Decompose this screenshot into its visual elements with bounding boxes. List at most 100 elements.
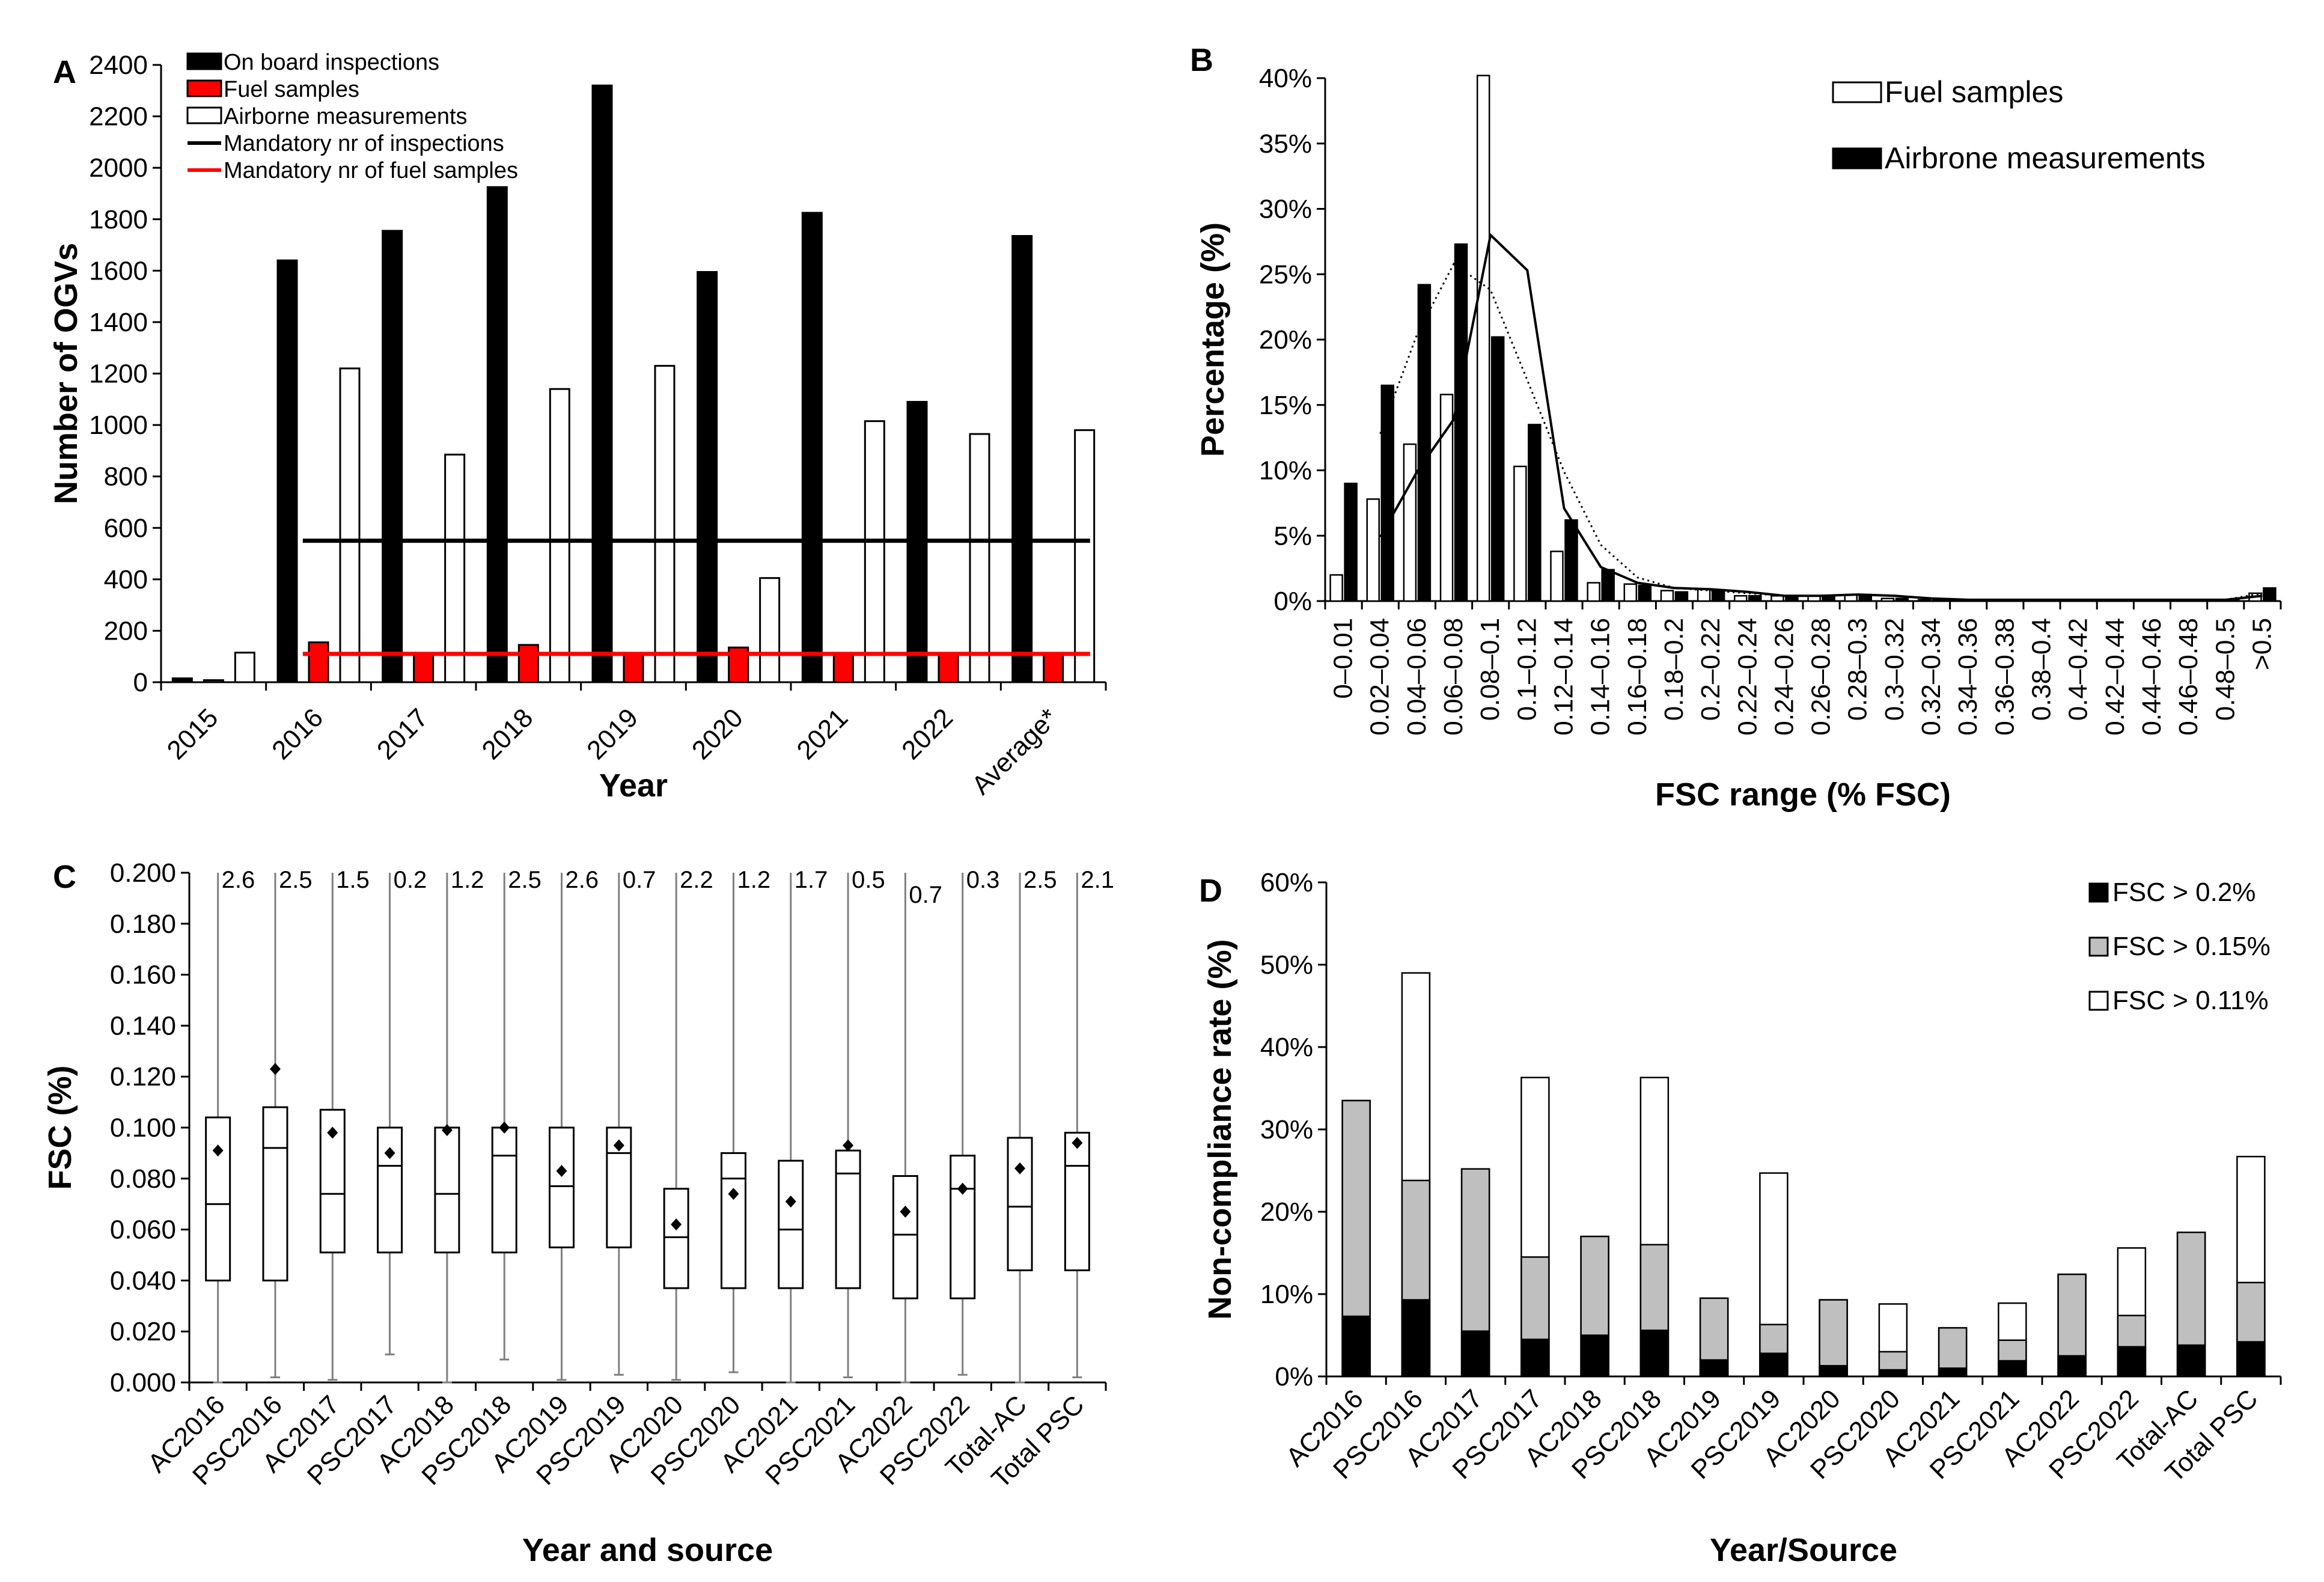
box-mean-marker [613,1139,624,1152]
bar-fuel-samples-8 [1623,583,1638,602]
y-tick-label: 30% [1259,195,1312,224]
box-mean-marker [384,1147,395,1159]
chart-b-legend: Fuel samples Airbrone measurements [1832,75,2206,175]
box [377,1126,403,1254]
y-tick-label: 0.000 [110,1368,176,1397]
x-tick-label: 0.28–0.3 [1843,618,1873,721]
max-value-label: 2.2 [680,867,713,893]
bar-airborne-2 [1417,284,1432,602]
bar-fuel-samples-6 [1550,551,1564,602]
x-tick-label: 0.18–0.2 [1659,618,1689,721]
bar-airborne-measurements-2018 [549,388,570,683]
chart-b: 0% 5% 10% 15% 20% 25% 30% 35% 40% 0–0.01 0.02–0.0… [1195,64,2282,813]
bar-on-board-inspections-2019 [591,84,613,683]
box [549,1126,575,1248]
y-tick-label: 2400 [89,50,148,80]
bar-airborne-measurements-2016 [339,367,361,683]
box-mean-marker [728,1188,739,1200]
box-mean-marker [327,1126,338,1139]
legend-swatch [186,106,222,124]
y-tick-label: 1200 [89,359,148,389]
legend-swatch [2088,936,2109,957]
y-tick-label: 50% [1260,950,1313,980]
legend-label: Mandatory nr of inspections [224,131,504,156]
box-mean-marker [556,1165,567,1177]
y-tick-label: 0.020 [110,1317,176,1346]
box-mean-marker [441,1124,453,1137]
x-tick-label: 0.22–0.24 [1733,618,1762,736]
bar-fsc-0-2--6 [1699,1359,1729,1378]
box-mean-marker [269,1063,281,1075]
bar-fuel-samples-1 [1366,498,1380,602]
chart-b-labels: 0–0.01 0.02–0.04 0.04–0.06 0.06–0.08 0.08–0.… [1195,222,2277,813]
bar-fsc-0-2--9 [1878,1369,1908,1378]
max-value-label: 2.1 [1081,867,1114,893]
box [892,1175,918,1300]
x-tick-label: 0.1–0.12 [1512,618,1542,721]
bar-airborne-6 [1564,519,1578,602]
box-mean-marker [499,1122,510,1134]
y-tick-label: 1000 [89,411,148,440]
box [720,1152,746,1289]
x-axis-title: FSC range (% FSC) [1655,777,1951,813]
bar-airborne-measurements-2021 [864,420,885,683]
bar-fsc-0-2--10 [1938,1367,1968,1378]
y-tick-label: 60% [1260,868,1313,897]
max-value-label: 0.7 [623,867,656,893]
x-tick-label: 0.08–0.1 [1475,618,1505,721]
y-tick-label: 0.200 [110,858,176,888]
x-axis-title: Year [599,768,668,804]
box [205,1116,231,1281]
y-tick-label: 5% [1273,521,1312,551]
bar-fuel-samples-7 [1587,582,1600,602]
box [1064,1131,1090,1271]
y-tick-label: 15% [1259,391,1312,420]
bar-fuel-samples-2017 [413,653,435,683]
legend-label: On board inspections [224,50,439,75]
bar-fuel-samples-2022 [938,653,959,683]
y-tick-label: 800 [104,462,148,492]
panel-letter-d: D [1199,873,1222,909]
bar-airborne-8 [1638,584,1652,602]
x-tick-label: 0.24–0.26 [1769,618,1799,736]
x-tick-label: >0.5 [2247,618,2277,670]
bar-fsc-0-2--0 [1341,1315,1371,1378]
y-tick-label: 200 [104,616,148,646]
max-value-label: 2.5 [279,867,313,893]
bar-airborne-0 [1344,483,1358,602]
max-value-label: 0.5 [852,867,885,893]
chart-d-marks [1341,972,2266,1378]
y-axis-title: Percentage (%) [1195,222,1231,457]
box [778,1159,804,1289]
bar-fuel-samples-15 [1880,597,1895,602]
box-mean-marker [957,1182,968,1195]
x-tick-label: 0.26–0.28 [1807,618,1836,736]
y-axis-title: Number of OGVs [48,243,84,504]
x-tick-label: 0.14–0.16 [1586,618,1615,736]
bar-fsc-0-2--13 [2117,1346,2147,1378]
bar-fsc-0-2--14 [2176,1344,2206,1378]
bar-fsc-0-2--12 [2057,1355,2087,1378]
box-mean-marker [1014,1162,1026,1174]
legend-swatch [186,79,222,97]
bar-fuel-samples-11 [1734,595,1748,602]
bar-airborne-measurements-2022 [969,433,990,683]
panel-letter-b: B [1190,42,1213,78]
chart-b-axes: 0% 5% 10% 15% 20% 25% 30% 35% 40% [1259,64,2282,616]
bar-fsc-0-2--15 [2236,1341,2266,1378]
bar-airborne-11 [1748,595,1762,602]
max-value-label: 0.2 [394,867,427,893]
box [835,1149,861,1289]
bar-fsc-0-2--7 [1759,1352,1789,1378]
y-tick-label: 1400 [89,308,148,337]
chart-c-marks [205,873,1090,1384]
x-tick-label: 0.16–0.18 [1623,618,1652,736]
y-tick-label: 2000 [89,153,148,183]
bar-airborne-7 [1601,569,1615,602]
bar-fsc-0-2--3 [1520,1339,1550,1378]
bar-on-board-inspections-2018 [486,186,508,683]
x-tick-label: 0.2–0.22 [1696,618,1725,721]
legend-swatch [186,52,222,70]
bar-airborne-5 [1528,424,1542,602]
